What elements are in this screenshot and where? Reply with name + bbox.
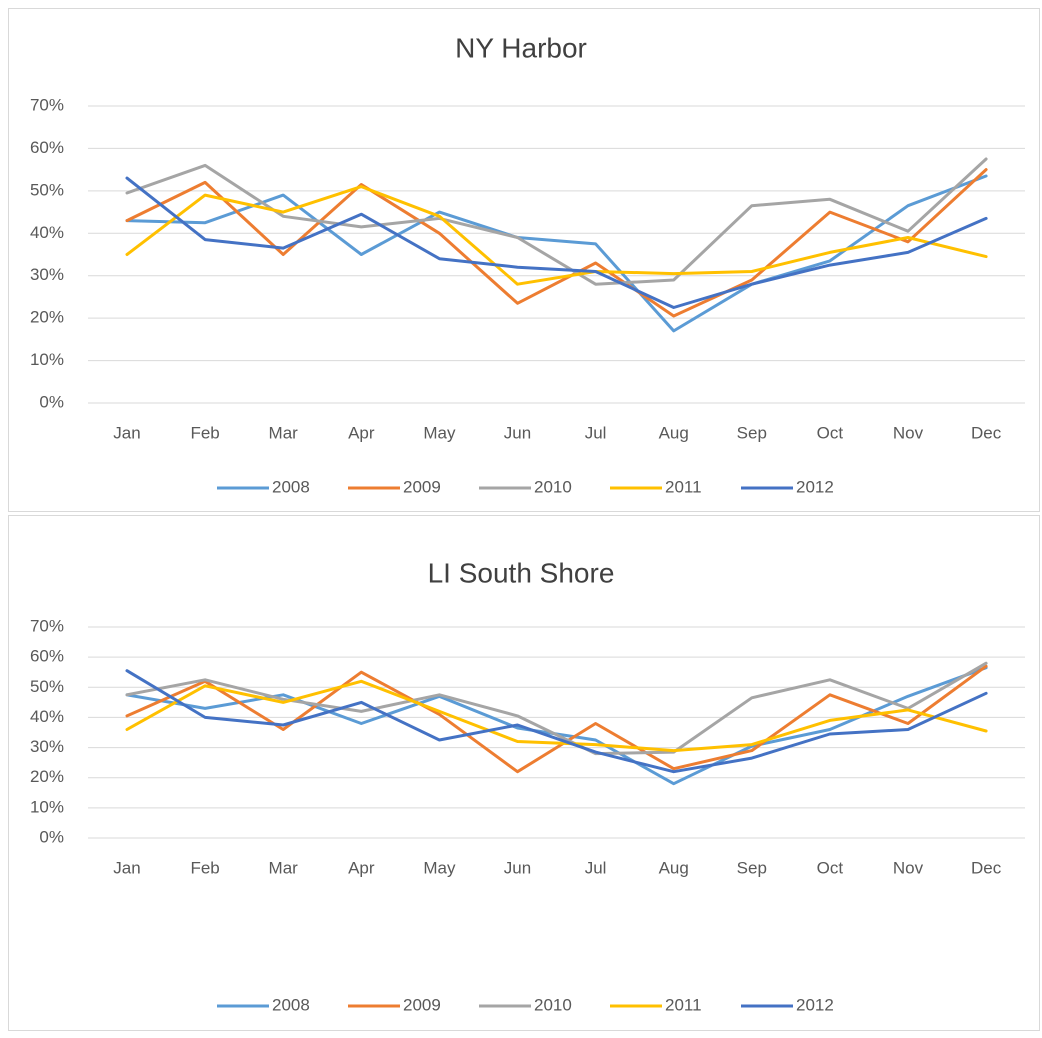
x-tick-label: Apr: [348, 423, 375, 442]
y-tick-label: 40%: [30, 223, 64, 242]
x-tick-label: Sep: [737, 858, 767, 877]
series-line: [125, 664, 988, 774]
legend-label: 2008: [272, 995, 310, 1014]
y-tick-label: 0%: [39, 827, 64, 846]
legend-label: 2010: [534, 995, 572, 1014]
x-tick-label: Jan: [113, 423, 140, 442]
y-tick-label: 20%: [30, 308, 64, 327]
x-tick-label: May: [423, 858, 456, 877]
chart-title: NY Harbor: [455, 32, 587, 63]
legend-label: 2011: [665, 995, 702, 1014]
x-tick-label: Aug: [659, 858, 689, 877]
x-tick-label: Jul: [585, 423, 607, 442]
y-tick-label: 0%: [39, 392, 64, 411]
x-tick-label: Jun: [504, 858, 531, 877]
legend-label: 2009: [403, 477, 441, 496]
x-tick-label: Dec: [971, 858, 1002, 877]
x-tick-label: Aug: [659, 423, 689, 442]
y-tick-label: 50%: [30, 180, 64, 199]
y-tick-label: 70%: [30, 95, 64, 114]
series-line: [125, 174, 988, 333]
y-tick-label: 10%: [30, 797, 64, 816]
x-tick-label: Mar: [269, 423, 299, 442]
x-tick-label: Jul: [585, 858, 607, 877]
y-tick-label: 30%: [30, 737, 64, 756]
x-tick-label: Feb: [190, 423, 219, 442]
series-line: [125, 185, 988, 286]
chart-border: [8, 8, 1040, 512]
chart-border: [8, 515, 1040, 1031]
legend-label: 2011: [665, 477, 702, 496]
y-tick-label: 50%: [30, 677, 64, 696]
legend-label: 2010: [534, 477, 572, 496]
series-line: [125, 679, 988, 753]
y-tick-label: 60%: [30, 138, 64, 157]
legend-label: 2008: [272, 477, 310, 496]
x-tick-label: Oct: [817, 423, 844, 442]
chart-title: LI South Shore: [428, 557, 615, 588]
x-tick-label: Nov: [893, 423, 924, 442]
series-line: [125, 669, 988, 774]
x-tick-label: Dec: [971, 423, 1002, 442]
x-tick-label: Oct: [817, 858, 844, 877]
y-tick-label: 70%: [30, 616, 64, 635]
x-tick-label: May: [423, 423, 456, 442]
y-tick-label: 20%: [30, 767, 64, 786]
x-tick-label: Mar: [269, 858, 299, 877]
x-tick-label: Jan: [113, 858, 140, 877]
x-tick-label: Nov: [893, 858, 924, 877]
x-tick-label: Feb: [190, 858, 219, 877]
y-tick-label: 10%: [30, 350, 64, 369]
legend-label: 2012: [796, 995, 834, 1014]
legend-label: 2012: [796, 477, 834, 496]
x-tick-label: Sep: [737, 423, 767, 442]
series-line: [125, 661, 988, 756]
y-tick-label: 30%: [30, 265, 64, 284]
series-line: [125, 666, 988, 786]
y-tick-label: 60%: [30, 647, 64, 666]
x-tick-label: Apr: [348, 858, 375, 877]
legend-label: 2009: [403, 995, 441, 1014]
series-line: [125, 168, 988, 318]
y-tick-label: 40%: [30, 707, 64, 726]
series-line: [125, 176, 988, 309]
x-tick-label: Jun: [504, 423, 531, 442]
